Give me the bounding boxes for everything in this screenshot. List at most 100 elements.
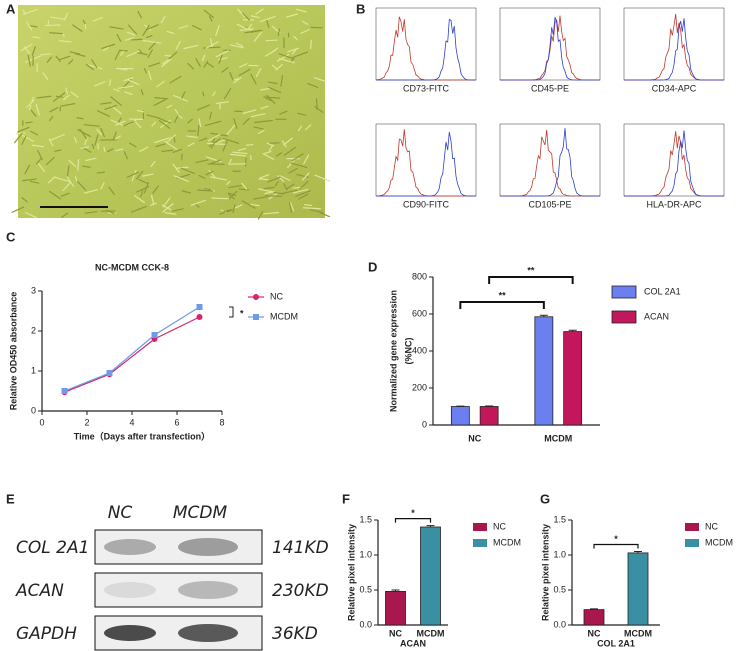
marker-label: HLA-DR-APC [646, 199, 702, 209]
cell [218, 52, 224, 64]
cell [288, 167, 298, 174]
cell [292, 51, 309, 59]
y-tick-label: 0 [422, 419, 427, 429]
cell [204, 120, 222, 127]
panel-label: D [368, 259, 377, 274]
cell [242, 12, 251, 21]
cell [265, 195, 282, 197]
y-tick-label: 200 [412, 382, 427, 392]
cell [191, 25, 203, 31]
cell [263, 211, 280, 215]
cell [285, 13, 298, 18]
error-bar [426, 525, 435, 527]
cell [124, 91, 133, 96]
error-bar [391, 589, 400, 592]
cell [245, 144, 254, 146]
cell [148, 42, 156, 51]
cell [62, 181, 72, 192]
cell [205, 170, 214, 176]
x-tick-label: 6 [174, 417, 179, 427]
histogram-sample [500, 128, 600, 197]
cell [187, 62, 195, 70]
y-tick-label: 1 [31, 365, 36, 375]
cell [21, 134, 35, 142]
cell [35, 103, 40, 116]
legend-swatch [611, 285, 637, 299]
cell [136, 170, 144, 180]
cell [291, 153, 304, 162]
cell [76, 180, 87, 191]
cell [73, 136, 78, 143]
cell [310, 39, 312, 50]
cell [83, 124, 100, 127]
marker-label: CD73-FITC [403, 83, 450, 93]
cell [178, 25, 189, 30]
cell [258, 178, 269, 181]
cell [46, 56, 52, 63]
cell [198, 174, 206, 179]
x-tick-label: NC [468, 433, 481, 443]
cell [142, 39, 162, 44]
cell [31, 96, 35, 102]
cell [152, 185, 160, 194]
histogram-control [375, 129, 476, 197]
cell [203, 9, 214, 19]
cell [124, 37, 134, 41]
size-label: 36KD [272, 624, 318, 644]
cell [278, 58, 295, 64]
cell [203, 187, 211, 191]
cell [259, 87, 272, 91]
size-label: 141KD [272, 538, 329, 558]
cell [228, 184, 243, 189]
y-axis-label: Normalized gene expression [388, 290, 398, 412]
cell [91, 143, 95, 149]
error-bar [634, 551, 642, 553]
cell [203, 60, 209, 68]
cell [155, 143, 166, 148]
legend-swatch [685, 523, 699, 531]
cell [283, 137, 293, 146]
cell [288, 202, 293, 213]
cell [280, 75, 284, 87]
cell [16, 132, 26, 135]
cell [111, 105, 122, 115]
cell [32, 36, 41, 39]
cell [210, 141, 216, 149]
cell [96, 171, 106, 174]
cell [143, 67, 147, 74]
cell [237, 8, 246, 18]
cell [265, 39, 278, 42]
cell [151, 121, 157, 127]
cell [24, 164, 31, 175]
cell [60, 192, 70, 197]
cell [45, 156, 55, 166]
cell [208, 169, 216, 179]
cell [305, 124, 312, 131]
cell [20, 43, 33, 52]
bar [627, 552, 649, 626]
histogram-control [375, 16, 476, 81]
panel-label: E [6, 491, 15, 506]
legend-marker [253, 314, 259, 320]
cell [181, 91, 186, 99]
cell [223, 87, 232, 100]
cell [116, 33, 122, 42]
cell [36, 95, 52, 99]
x-axis-label: COL 2A1 [597, 638, 635, 648]
cell [238, 63, 248, 68]
cell [115, 148, 124, 152]
panel-label: F [342, 491, 350, 506]
cell [297, 112, 307, 116]
cell [161, 58, 172, 68]
cell [42, 72, 49, 80]
cell [238, 188, 250, 191]
cell [160, 119, 171, 129]
cell [232, 78, 240, 81]
cell [201, 54, 206, 61]
cell [207, 142, 226, 145]
cell [146, 24, 159, 31]
cell [222, 137, 240, 144]
cell [61, 212, 69, 218]
cell [242, 109, 257, 114]
cell [172, 148, 183, 154]
